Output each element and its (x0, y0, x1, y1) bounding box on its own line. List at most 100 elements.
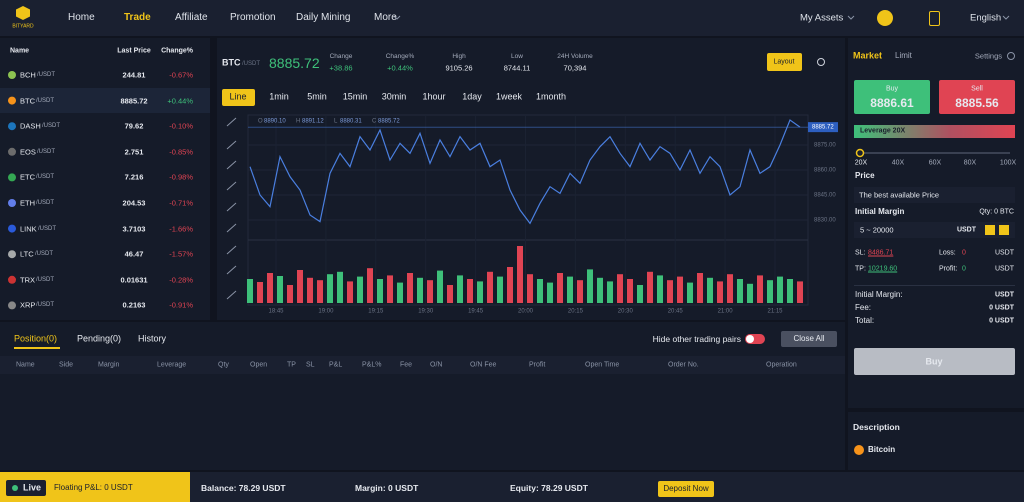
legend-value: 8890.10 (264, 119, 286, 125)
layout-label[interactable]: Layout (773, 58, 795, 66)
close-all-label[interactable]: Close All (793, 334, 825, 343)
order-column: Qty (218, 361, 229, 369)
toggle[interactable] (745, 334, 765, 344)
interval-button[interactable]: 1hour (422, 91, 446, 102)
legend-value: 8891.12 (302, 119, 324, 125)
nav-link[interactable]: Promotion (230, 12, 276, 23)
interval-button[interactable]: 1min (269, 91, 289, 102)
pair-name[interactable]: ETC (20, 172, 35, 182)
pair-name[interactable]: TRX (20, 275, 35, 285)
live-label[interactable]: Live (23, 482, 42, 493)
interval-button[interactable]: 5min (307, 91, 327, 102)
order-column: Profit (529, 361, 546, 369)
interval-button[interactable]: 1day (462, 91, 482, 102)
interval-active[interactable] (222, 89, 255, 106)
summary-value: USDT (994, 291, 1014, 299)
tp-value[interactable]: 10219.60 (868, 265, 898, 273)
order-tab[interactable]: Position(0) (14, 333, 58, 344)
volume-bar (327, 274, 333, 303)
nav-link[interactable]: My Assets (800, 12, 844, 24)
volume-bar (627, 279, 633, 303)
pair-price: 8885.72 (120, 95, 148, 105)
nav-link[interactable]: Affiliate (175, 12, 208, 23)
order-tab[interactable]: Pending(0) (77, 333, 122, 344)
last-price-tag (808, 122, 838, 133)
layout-button[interactable] (767, 53, 802, 71)
stat-label: 24H Volume (557, 52, 593, 60)
nav-link[interactable]: Daily Mining (296, 12, 351, 23)
pair-name[interactable]: EOS (20, 147, 36, 157)
interval-button[interactable]: 15min (342, 91, 368, 102)
sell-label: Sell (971, 85, 983, 93)
tool-icon (226, 290, 237, 300)
chart-panel (217, 38, 845, 320)
ticker-symbol: BTC (222, 57, 241, 68)
tool-icon (226, 140, 237, 150)
margin-input (854, 222, 1015, 238)
leverage-mark: 80X (963, 159, 977, 167)
volume-bar (417, 277, 423, 303)
last-price-label: 8885.72 (812, 125, 834, 131)
pair-name[interactable]: LINK (20, 223, 37, 233)
leverage-mark: 20X (854, 159, 868, 167)
profit-value: 0 (962, 265, 966, 273)
buy-button[interactable] (854, 80, 930, 114)
column-header: Change% (161, 47, 193, 55)
deposit-button[interactable] (658, 481, 714, 497)
settings-label[interactable]: Settings (974, 51, 1002, 61)
minus-button[interactable] (999, 225, 1009, 235)
volume-bar (397, 282, 403, 303)
sl-value[interactable]: 8486.71 (868, 249, 894, 257)
order-column: O/N Fee (470, 361, 497, 369)
pair-name[interactable]: ETH (20, 198, 35, 208)
summary-value: 0 USDT (989, 304, 1014, 312)
x-tick-label: 21:00 (718, 309, 734, 315)
stat-value: 70,394 (563, 63, 587, 73)
submit-button[interactable] (854, 348, 1015, 375)
pair-name[interactable]: LTC (20, 249, 34, 259)
hide-pairs-label: Hide other trading pairs (652, 333, 741, 344)
column-header: Name (10, 47, 30, 55)
trade-tab[interactable]: Limit (895, 51, 912, 60)
chevron (1002, 15, 1010, 20)
pair-name[interactable]: XRP (20, 300, 36, 310)
volume-bar (787, 279, 793, 303)
plus-button[interactable] (985, 225, 995, 235)
sell-button[interactable] (939, 80, 1015, 114)
order-column: Operation (766, 361, 797, 369)
nav-link[interactable]: Trade (124, 12, 151, 23)
nav-link[interactable]: More (374, 12, 397, 23)
close-all-button[interactable] (781, 331, 837, 347)
volume-bar (287, 285, 293, 303)
deposit-label[interactable]: Deposit Now (663, 484, 709, 493)
x-tick-label: 18:45 (268, 309, 284, 315)
pair-quote: /USDT (42, 123, 60, 130)
pair-name[interactable]: DASH (20, 121, 41, 131)
volume-bar (527, 274, 533, 303)
legend-key: O (258, 119, 263, 125)
price-placeholder: The best available Price (859, 190, 940, 200)
pair-name[interactable]: BTC (20, 95, 35, 105)
highlight-row (0, 88, 210, 113)
x-tick-label: 19:00 (318, 309, 334, 315)
volume-bar (367, 268, 373, 303)
submit-label[interactable]: Buy (925, 356, 943, 367)
interval-button[interactable]: 1week (495, 91, 523, 102)
margin-range: 5 ~ 20000 (860, 225, 894, 235)
pair-price: 2.751 (124, 147, 144, 157)
interval-button[interactable]: Line (229, 91, 247, 102)
nav-link[interactable]: Home (68, 12, 95, 23)
language-select[interactable]: English (970, 12, 1002, 24)
interval-button[interactable]: 30min (381, 91, 407, 102)
volume-bar (307, 277, 313, 303)
description-panel (848, 412, 1024, 470)
pair-name[interactable]: BCH (20, 70, 36, 80)
trade-tab[interactable]: Market (853, 50, 883, 61)
order-tab[interactable]: History (138, 333, 167, 344)
pair-price: 0.01631 (120, 275, 148, 285)
live-button[interactable] (6, 480, 46, 496)
interval-button[interactable]: 1month (535, 91, 567, 102)
y-tick-label: 8875.00 (814, 143, 836, 149)
x-tick-label: 20:15 (568, 309, 584, 315)
coin-icon (8, 173, 16, 182)
